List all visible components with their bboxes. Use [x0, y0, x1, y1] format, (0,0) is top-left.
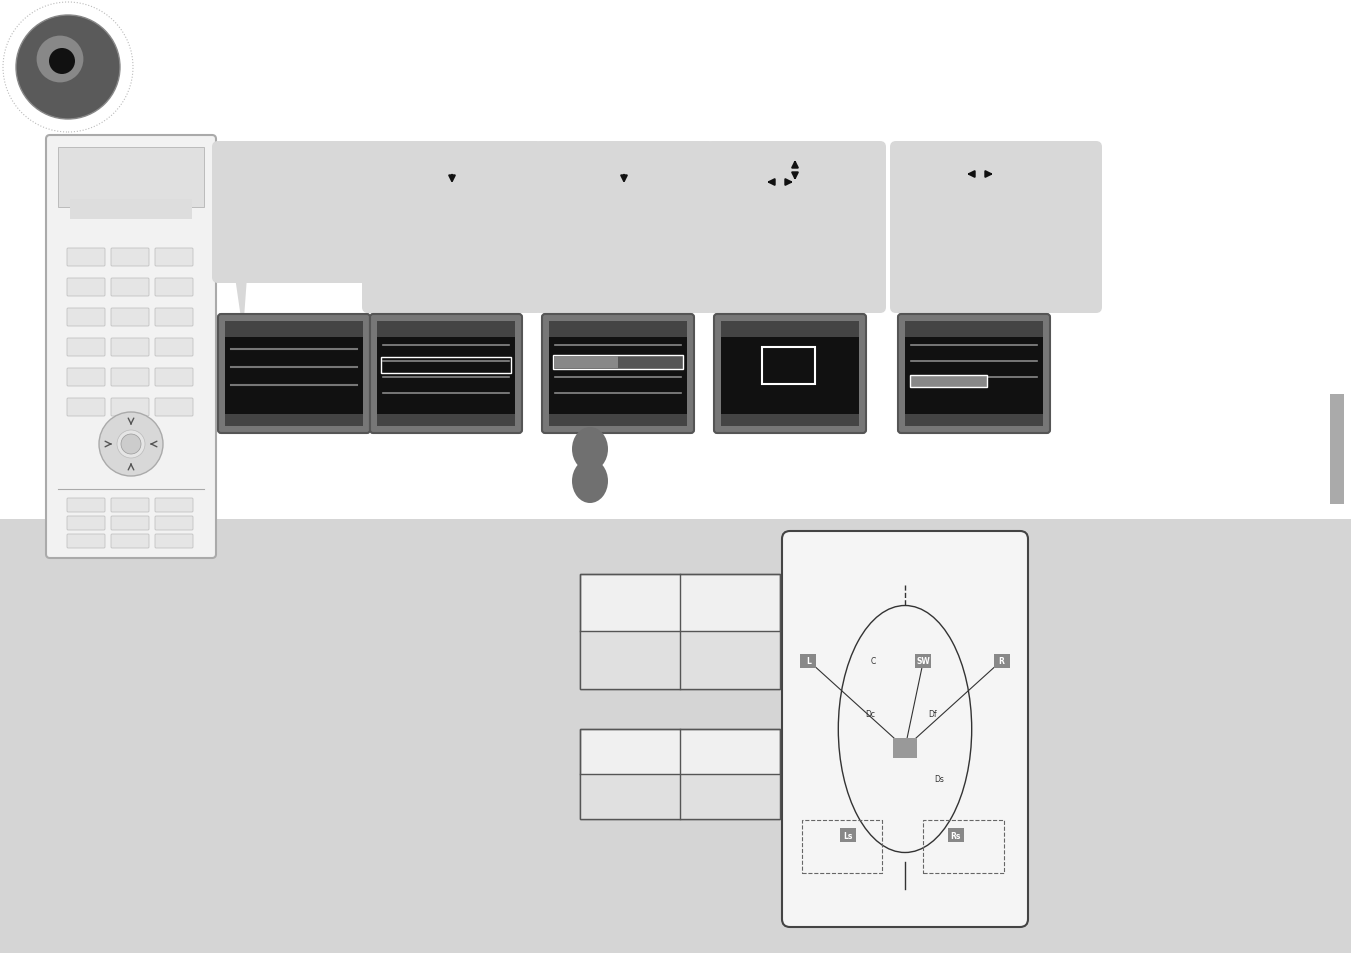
FancyBboxPatch shape [218, 314, 370, 434]
Bar [1329, 395, 1344, 504]
FancyBboxPatch shape [898, 314, 1050, 434]
Bar [0, 519, 1351, 953]
FancyBboxPatch shape [155, 338, 193, 356]
Polygon shape [385, 308, 397, 363]
Text: Ds: Ds [935, 774, 944, 783]
Bar [580, 633, 780, 689]
FancyBboxPatch shape [707, 142, 886, 314]
FancyBboxPatch shape [111, 498, 149, 513]
Bar [553, 355, 684, 370]
FancyBboxPatch shape [155, 249, 193, 267]
Bar [580, 729, 780, 820]
FancyBboxPatch shape [155, 498, 193, 513]
FancyBboxPatch shape [111, 535, 149, 548]
Bar [893, 739, 917, 759]
FancyBboxPatch shape [155, 278, 193, 296]
Bar [580, 774, 780, 820]
Bar [923, 821, 1004, 874]
Bar [580, 575, 780, 689]
Bar [70, 200, 192, 220]
FancyBboxPatch shape [111, 278, 149, 296]
Bar [721, 322, 859, 427]
Ellipse shape [571, 459, 608, 503]
FancyBboxPatch shape [111, 249, 149, 267]
Circle shape [49, 49, 76, 75]
Bar [381, 357, 511, 374]
FancyBboxPatch shape [68, 338, 105, 356]
FancyBboxPatch shape [111, 517, 149, 531]
Bar [226, 322, 363, 427]
Bar [58, 148, 204, 208]
Bar [549, 322, 688, 427]
Bar [916, 654, 931, 668]
Text: C: C [870, 657, 875, 665]
Circle shape [118, 431, 145, 458]
FancyBboxPatch shape [111, 338, 149, 356]
Text: Dc: Dc [866, 710, 875, 719]
Bar [226, 415, 363, 427]
Bar [554, 356, 617, 369]
FancyBboxPatch shape [68, 517, 105, 531]
Bar [721, 415, 859, 427]
Bar [580, 575, 780, 689]
Circle shape [16, 16, 120, 120]
FancyBboxPatch shape [68, 278, 105, 296]
Circle shape [122, 435, 141, 455]
FancyBboxPatch shape [111, 398, 149, 416]
Text: Rs: Rs [950, 831, 961, 840]
FancyBboxPatch shape [68, 249, 105, 267]
FancyBboxPatch shape [542, 314, 694, 434]
FancyBboxPatch shape [212, 142, 372, 284]
FancyBboxPatch shape [782, 532, 1028, 927]
FancyBboxPatch shape [890, 142, 1102, 314]
FancyBboxPatch shape [111, 309, 149, 327]
FancyBboxPatch shape [362, 142, 542, 314]
FancyBboxPatch shape [68, 498, 105, 513]
Bar [800, 654, 816, 668]
Bar [993, 654, 1009, 668]
Bar [377, 415, 515, 427]
FancyBboxPatch shape [68, 398, 105, 416]
Circle shape [36, 36, 84, 83]
FancyBboxPatch shape [713, 314, 866, 434]
Bar [580, 729, 780, 820]
FancyBboxPatch shape [155, 517, 193, 531]
Bar [905, 322, 1043, 427]
FancyBboxPatch shape [155, 309, 193, 327]
Bar [721, 322, 859, 337]
Bar [377, 322, 515, 337]
Bar [226, 322, 363, 337]
Text: R: R [998, 657, 1005, 665]
Text: SW: SW [916, 657, 931, 665]
FancyBboxPatch shape [155, 398, 193, 416]
Bar [905, 322, 1043, 337]
Polygon shape [235, 277, 247, 333]
FancyBboxPatch shape [155, 369, 193, 387]
Polygon shape [730, 308, 740, 363]
FancyBboxPatch shape [68, 309, 105, 327]
FancyBboxPatch shape [46, 136, 216, 558]
Polygon shape [557, 308, 569, 363]
Text: Df: Df [928, 710, 936, 719]
Bar [801, 821, 882, 874]
Bar [549, 415, 688, 427]
FancyBboxPatch shape [370, 314, 521, 434]
Bar [549, 322, 688, 337]
Ellipse shape [571, 428, 608, 472]
FancyBboxPatch shape [155, 535, 193, 548]
Text: Ls: Ls [843, 831, 852, 840]
Bar [905, 415, 1043, 427]
Bar [377, 322, 515, 427]
Bar [947, 828, 963, 842]
FancyBboxPatch shape [534, 142, 713, 314]
FancyBboxPatch shape [111, 369, 149, 387]
Bar [911, 375, 986, 388]
FancyBboxPatch shape [68, 535, 105, 548]
FancyBboxPatch shape [68, 369, 105, 387]
Bar [762, 348, 815, 385]
Circle shape [99, 413, 163, 476]
Polygon shape [913, 308, 925, 363]
Text: L: L [807, 657, 811, 665]
Bar [839, 828, 855, 842]
